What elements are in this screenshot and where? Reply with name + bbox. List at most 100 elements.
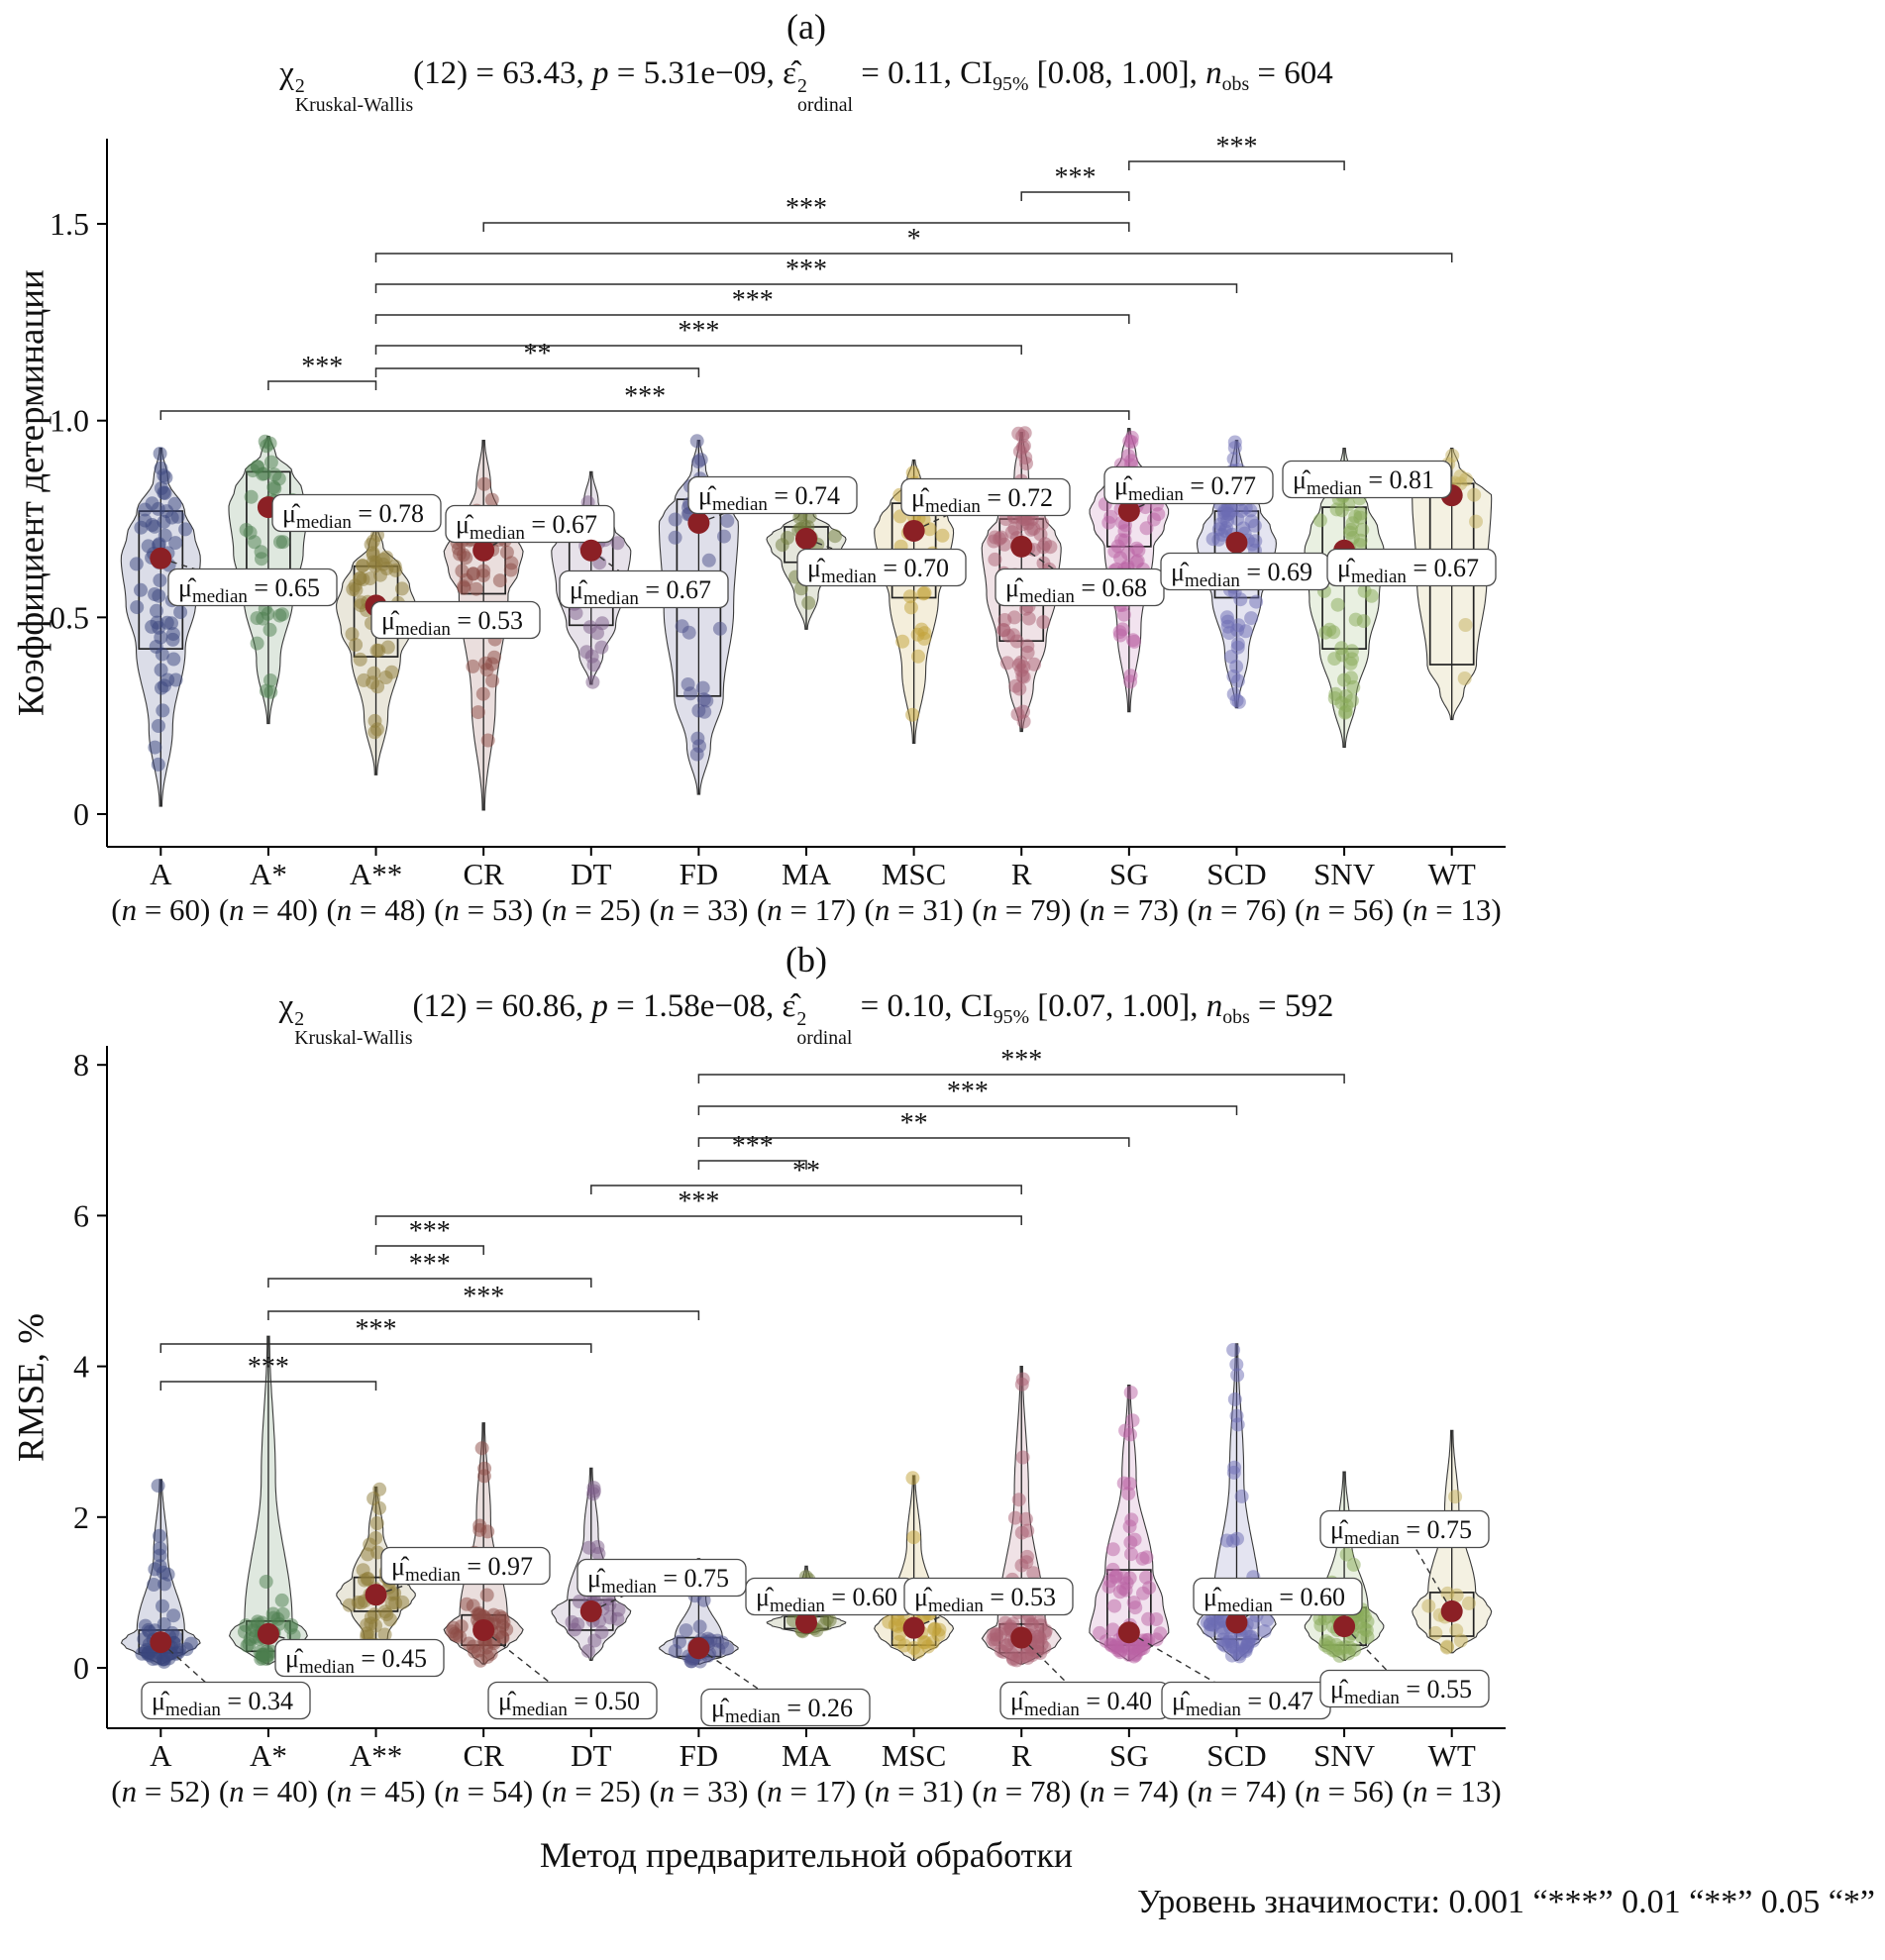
x-tick-label: WT xyxy=(1428,857,1476,891)
sig-label: ** xyxy=(524,339,552,369)
median-label: μ̂median = 0.81 xyxy=(1293,465,1434,499)
n-symbol: n xyxy=(1205,55,1222,91)
chi-squared-symbol: χ xyxy=(279,55,294,91)
x-tick-n-label: (n = 52) xyxy=(111,1774,210,1808)
point xyxy=(471,1607,485,1622)
point xyxy=(262,622,277,637)
group-A** xyxy=(336,526,417,775)
sig-label: *** xyxy=(301,352,343,382)
epsilon-symbol: ε̂ xyxy=(782,988,796,1024)
jitter-points xyxy=(445,1441,514,1668)
point xyxy=(459,572,473,587)
ci-value: [0.07, 1.00], xyxy=(1029,988,1206,1024)
chi-sup: 2 xyxy=(294,74,305,97)
point xyxy=(165,632,180,647)
point xyxy=(476,476,491,491)
point xyxy=(668,512,682,527)
point xyxy=(1122,1519,1137,1534)
point xyxy=(717,529,731,544)
point xyxy=(167,496,182,511)
point xyxy=(472,1518,487,1533)
x-tick-n-label: (n = 31) xyxy=(865,892,964,927)
epsilon-scripts: 2 ordinal xyxy=(796,1009,852,1048)
x-tick-n-label: (n = 74) xyxy=(1187,1774,1286,1808)
sig-bracket-A-A** xyxy=(159,1381,377,1391)
x-tick-n-label: (n = 17) xyxy=(757,892,856,927)
point xyxy=(1128,1648,1143,1663)
median-label-box xyxy=(1319,1509,1490,1549)
jitter-points xyxy=(1421,1490,1476,1655)
point xyxy=(1105,1542,1120,1557)
point xyxy=(156,1565,170,1580)
point xyxy=(905,1471,920,1486)
point xyxy=(1346,1557,1361,1572)
y-tick-label: 1.0 xyxy=(50,403,89,439)
median-label-box xyxy=(1193,1577,1363,1616)
point xyxy=(1119,1576,1134,1591)
x-tick-label: SCD xyxy=(1206,1738,1266,1773)
point xyxy=(1009,634,1024,649)
median-label: μ̂median = 0.68 xyxy=(1005,573,1147,607)
x-tick-n-label: (n = 79) xyxy=(972,892,1071,927)
point xyxy=(999,656,1014,671)
point xyxy=(681,625,696,640)
point xyxy=(263,673,277,687)
point xyxy=(1118,1423,1133,1438)
y-tick-label: 6 xyxy=(73,1197,89,1233)
point xyxy=(697,704,712,719)
point xyxy=(1461,1596,1476,1610)
median-label-box xyxy=(1319,1669,1490,1708)
x-tick-label: MSC xyxy=(882,857,946,891)
point xyxy=(1244,611,1259,626)
point xyxy=(273,535,287,550)
point xyxy=(1229,1644,1244,1659)
panel-b-label: (b) xyxy=(785,940,827,980)
sig-label: *** xyxy=(732,1131,774,1162)
median-label: μ̂median = 0.75 xyxy=(1330,1515,1472,1549)
point xyxy=(373,567,387,582)
point xyxy=(377,1627,392,1642)
point xyxy=(471,1643,485,1658)
point xyxy=(178,522,193,537)
x-tick-n-label: (n = 40) xyxy=(219,892,318,927)
point xyxy=(819,1611,834,1626)
median-dot xyxy=(1440,1599,1463,1622)
point xyxy=(902,589,917,604)
epsilon-symbol: ε̂ xyxy=(783,55,796,91)
point xyxy=(1345,652,1359,667)
point xyxy=(668,530,682,545)
median-label: μ̂median = 0.50 xyxy=(498,1687,640,1720)
point xyxy=(457,548,471,563)
point xyxy=(469,581,483,596)
sig-bracket-FD-SNV xyxy=(697,1074,1345,1083)
x-tick-label: SCD xyxy=(1206,857,1266,891)
point xyxy=(1360,1630,1375,1644)
sig-bracket-FD-SCD xyxy=(697,1105,1238,1115)
point xyxy=(1421,1599,1436,1613)
sig-label: *** xyxy=(678,316,719,347)
point xyxy=(1016,439,1031,454)
point xyxy=(1231,694,1246,709)
point xyxy=(153,573,167,587)
point xyxy=(1123,1386,1138,1399)
median-label-connector xyxy=(1020,1637,1086,1702)
median-label-box xyxy=(700,1688,871,1727)
point xyxy=(479,1588,494,1602)
point xyxy=(1445,449,1460,463)
point xyxy=(1440,1639,1455,1654)
point xyxy=(147,1578,161,1592)
sig-label: ** xyxy=(900,1108,928,1139)
median-label-box xyxy=(487,1681,658,1720)
point xyxy=(244,489,259,504)
point xyxy=(383,1612,397,1627)
x-tick-label: WT xyxy=(1428,1738,1476,1773)
median-label: μ̂median = 0.97 xyxy=(391,1552,533,1586)
median-dot xyxy=(1117,500,1140,523)
point xyxy=(356,572,370,586)
point xyxy=(914,622,929,637)
n-symbol: n xyxy=(1205,988,1223,1024)
median-label-box xyxy=(900,477,1071,517)
x-tick-n-label: (n = 56) xyxy=(1295,1774,1394,1808)
x-tick-n-label: (n = 56) xyxy=(1295,892,1394,927)
point xyxy=(1007,610,1022,625)
